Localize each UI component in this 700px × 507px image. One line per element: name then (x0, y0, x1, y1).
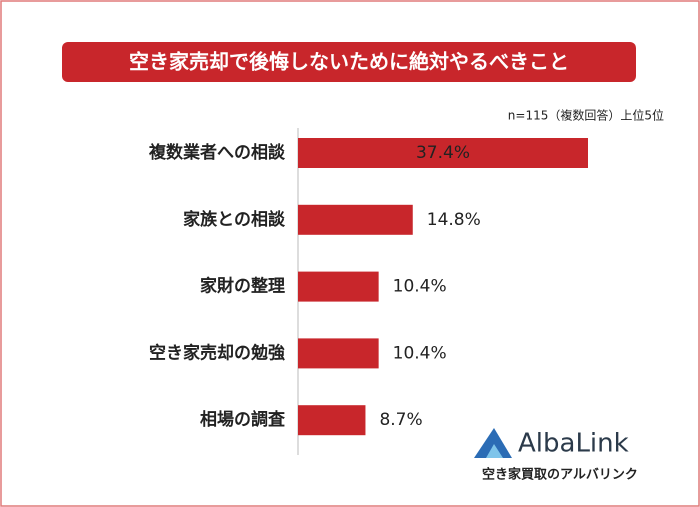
logo-icon-inner (486, 444, 503, 458)
value-label: 8.7% (379, 410, 422, 430)
title-banner (62, 42, 636, 82)
bar (298, 338, 379, 369)
category-label: 家族との相談 (183, 209, 286, 230)
category-label: 家財の整理 (200, 276, 285, 297)
bar (298, 138, 588, 168)
bar (298, 204, 413, 235)
chart-subtitle: n=115（複数回答）上位5位 (508, 108, 664, 123)
logo: AlbaLink 空き家買取のアルバリンク (474, 428, 638, 483)
logo-icon (474, 428, 512, 458)
value-label: 10.4% (393, 277, 447, 297)
logo-tagline: 空き家買取のアルバリンク (482, 467, 638, 483)
category-label: 複数業者への相談 (148, 142, 286, 163)
value-label: 37.4% (416, 143, 470, 163)
value-label: 10.4% (393, 343, 447, 363)
category-label: 空き家売却の勉強 (149, 342, 285, 363)
value-label: 14.8% (427, 210, 481, 230)
chart-title: 空き家売却で後悔しないために絶対やるべきこと (129, 50, 569, 74)
bar (298, 271, 379, 302)
category-label: 相場の調査 (200, 409, 286, 430)
logo-name: AlbaLink (518, 429, 629, 459)
bar (298, 405, 366, 436)
